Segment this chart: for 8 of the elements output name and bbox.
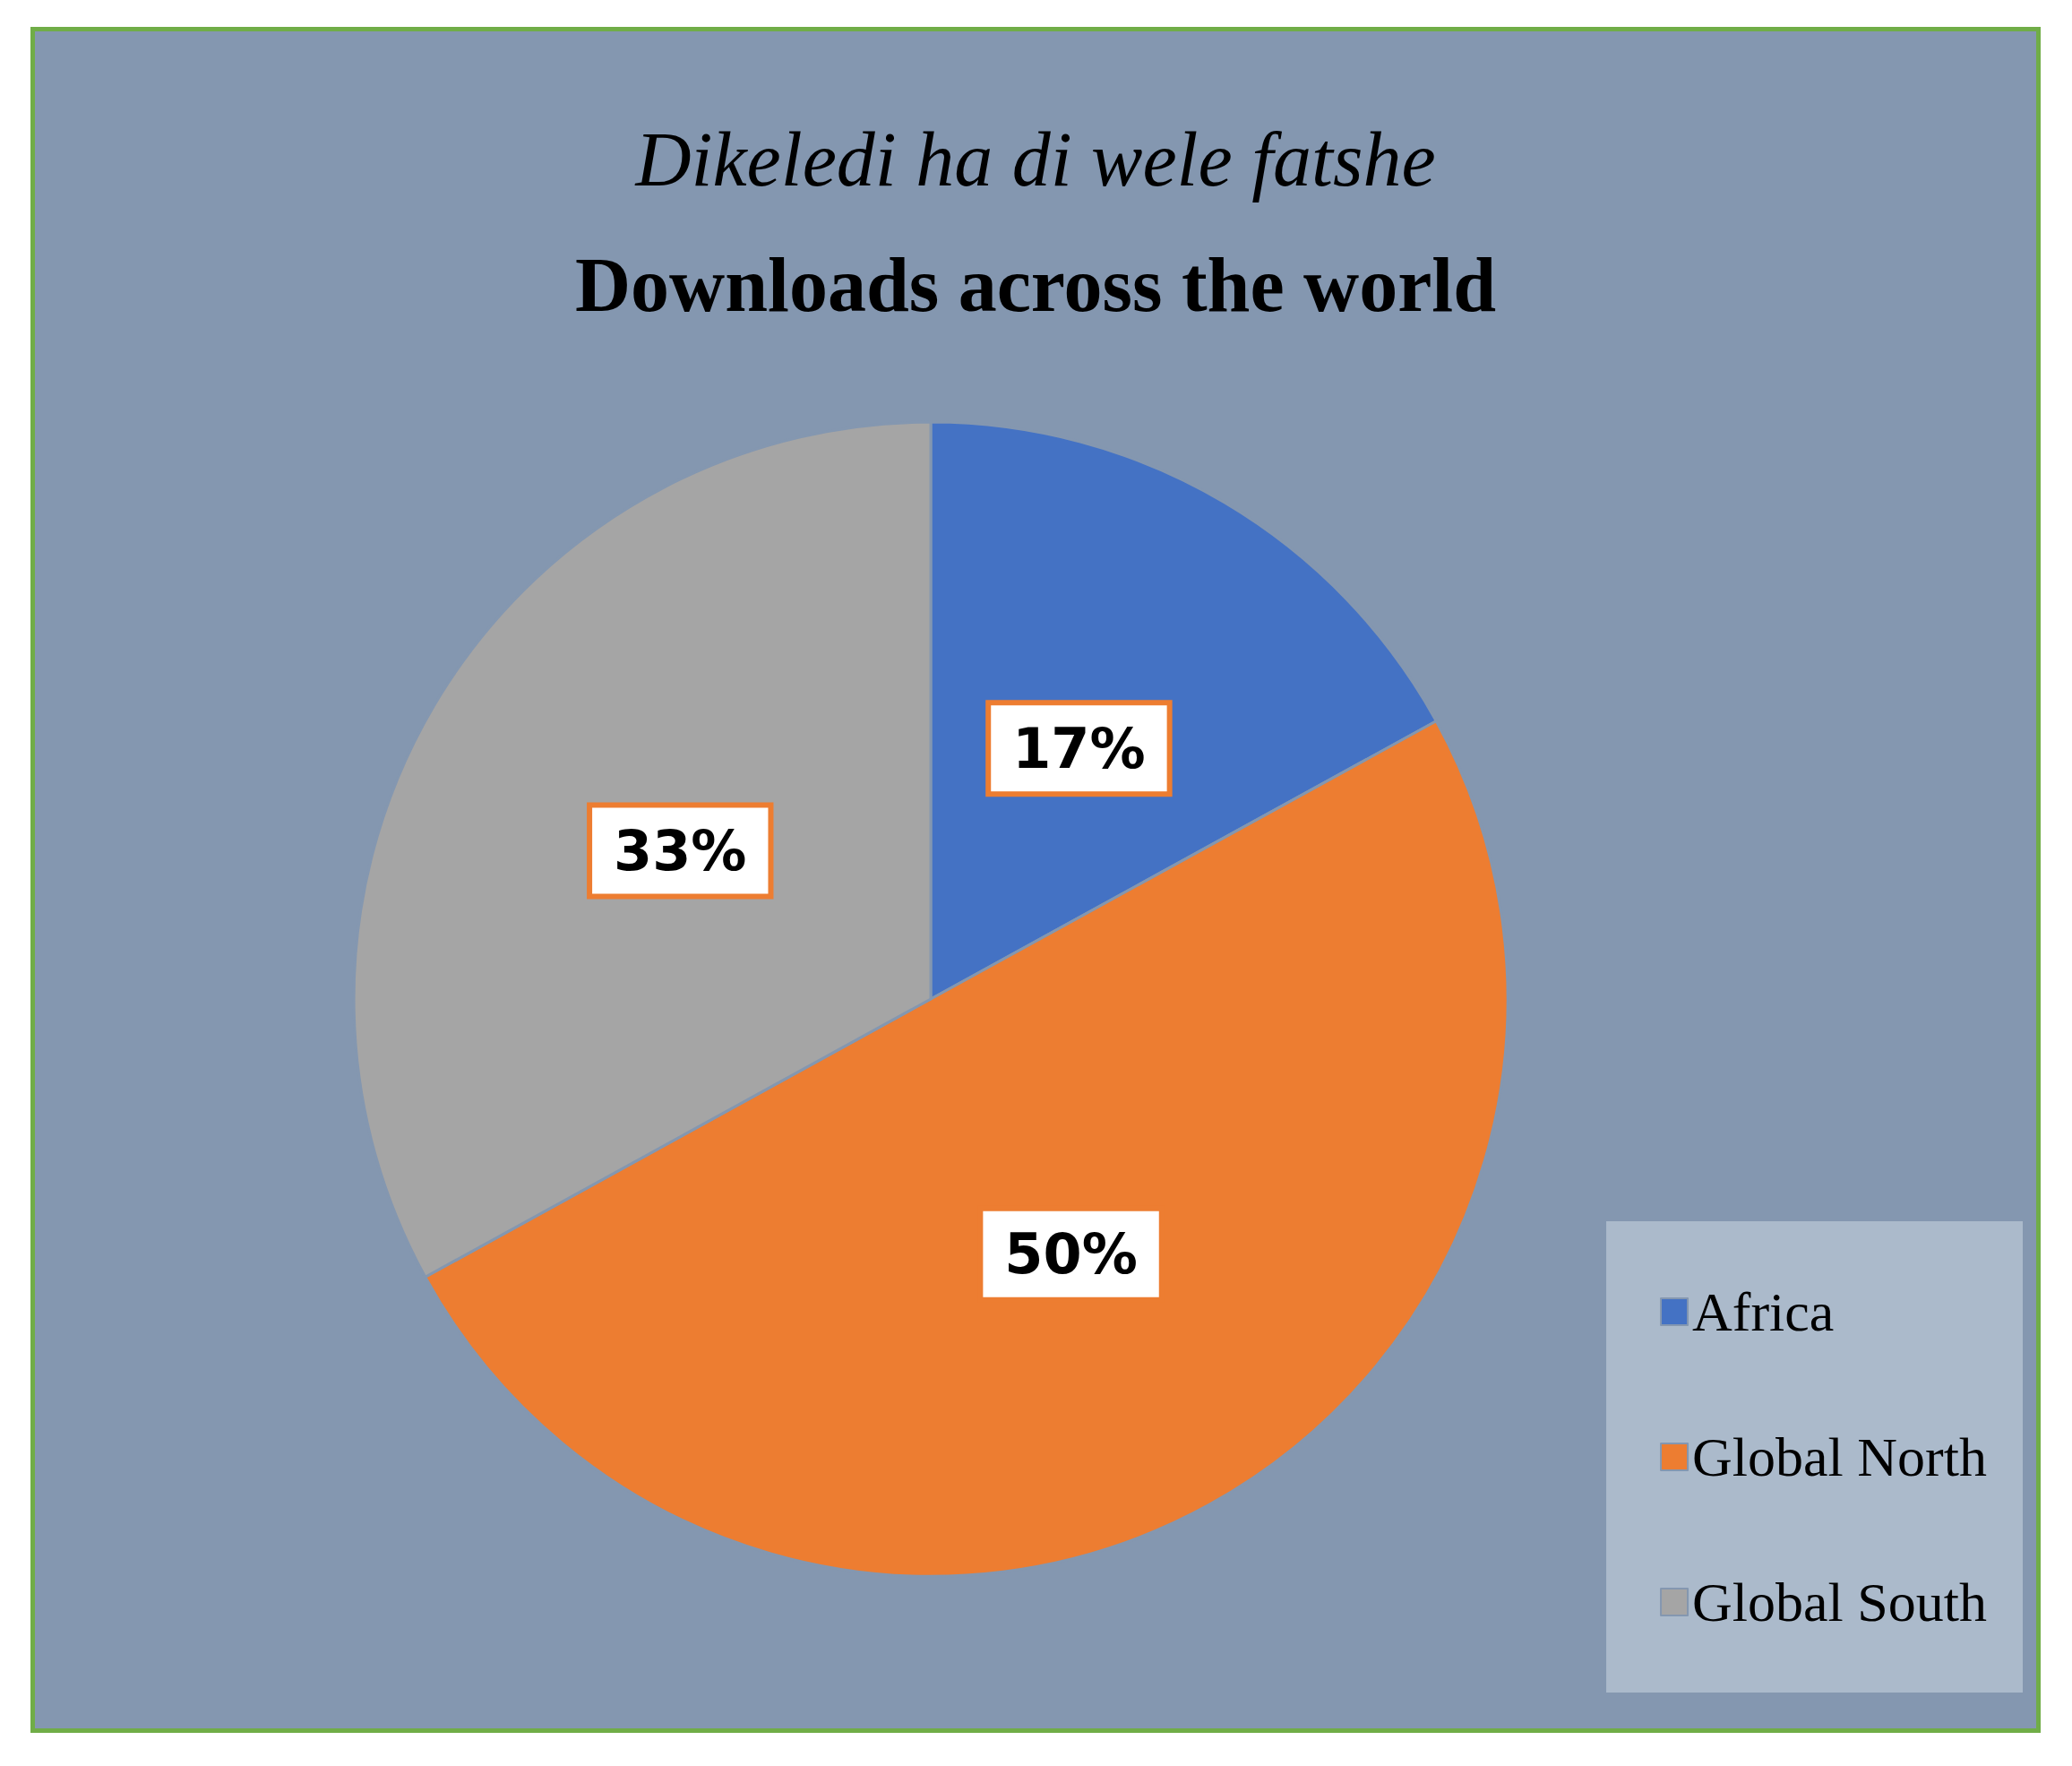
legend-label: Africa (1692, 1281, 1835, 1342)
legend-label: Global South (1692, 1572, 1987, 1632)
data-label: 17% (1012, 715, 1146, 781)
chart-title: Downloads across the world (574, 242, 1497, 328)
chart-subtitle: Dikeledi ha di wele fatshe (634, 116, 1436, 202)
legend-label: Global North (1692, 1426, 1987, 1487)
data-label: 33% (614, 818, 747, 884)
data-label: 50% (1004, 1221, 1138, 1288)
